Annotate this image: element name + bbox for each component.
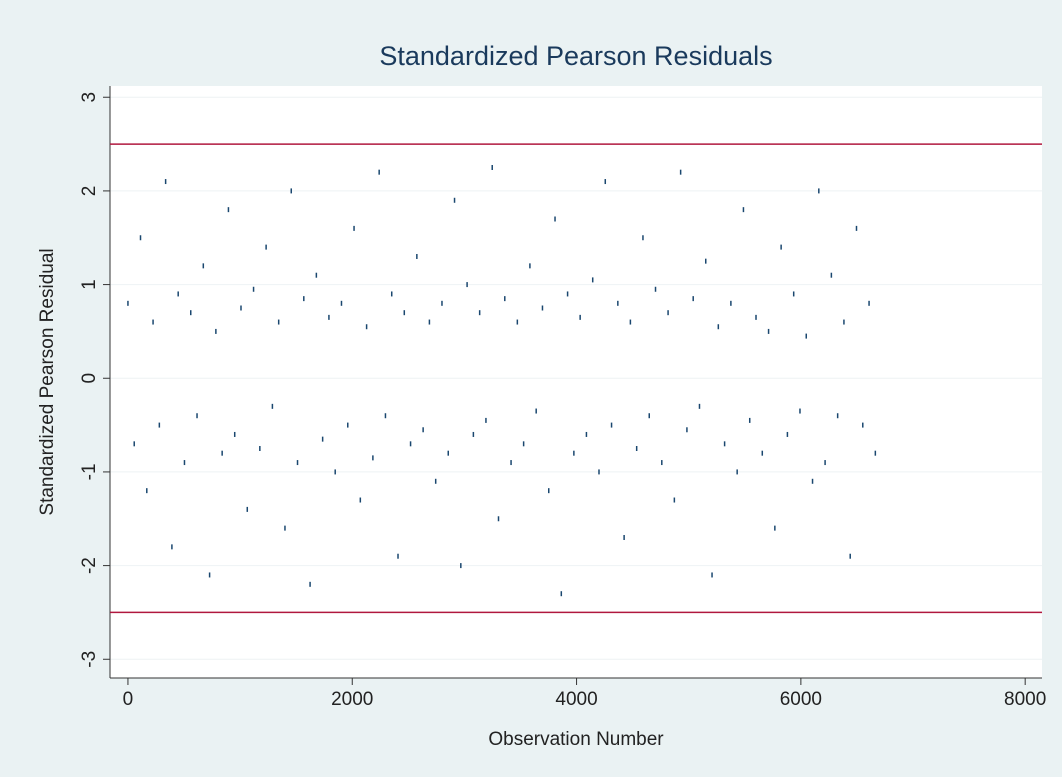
x-tick-label: 6000 — [780, 689, 822, 710]
x-axis-title: Observation Number — [488, 729, 664, 750]
y-tick-label: -1 — [79, 463, 100, 480]
x-tick-label: 8000 — [1004, 689, 1046, 710]
x-tick-label: 2000 — [331, 689, 373, 710]
y-tick-label: 2 — [79, 186, 100, 197]
y-tick-label: 3 — [79, 92, 100, 103]
chart-title: Standardized Pearson Residuals — [379, 41, 772, 71]
plot-area — [110, 86, 1042, 678]
y-axis-title: Standardized Pearson Residual — [37, 248, 58, 515]
y-tick-label: -2 — [79, 557, 100, 574]
y-tick-label: 0 — [79, 373, 100, 384]
x-tick-label: 4000 — [555, 689, 597, 710]
y-tick-label: 1 — [79, 279, 100, 290]
y-tick-label: -3 — [79, 651, 100, 668]
x-tick-label: 0 — [123, 689, 134, 710]
